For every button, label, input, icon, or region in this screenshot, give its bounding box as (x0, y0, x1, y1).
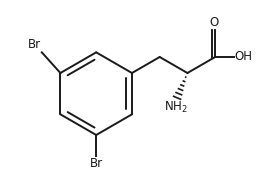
Text: Br: Br (28, 38, 41, 51)
Text: O: O (209, 16, 218, 29)
Text: NH$_2$: NH$_2$ (164, 99, 188, 115)
Text: OH: OH (234, 50, 252, 64)
Text: Br: Br (90, 157, 103, 170)
